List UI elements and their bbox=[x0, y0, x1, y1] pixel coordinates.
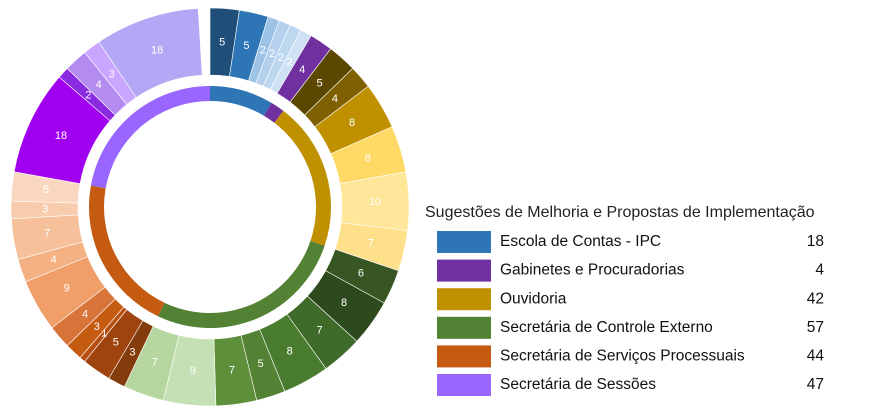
segment-label: 8 bbox=[341, 297, 347, 309]
segment-label: 8 bbox=[349, 117, 355, 129]
segment-label: 3 bbox=[42, 203, 48, 215]
legend-value: 18 bbox=[807, 233, 824, 250]
segment-label: 7 bbox=[368, 237, 374, 249]
legend-title: Sugestões de Melhoria e Propostas de Imp… bbox=[425, 204, 815, 221]
segment-label: 2 bbox=[260, 45, 266, 57]
segment-label: 18 bbox=[55, 130, 67, 142]
legend-swatch bbox=[437, 316, 491, 339]
segment-label: 1 bbox=[101, 327, 107, 339]
inner-segment bbox=[210, 86, 272, 116]
segment-label: 2 bbox=[287, 56, 293, 68]
legend-value: 57 bbox=[807, 319, 824, 336]
legend-label: Gabinetes e Procuradorias bbox=[500, 262, 685, 279]
segment-label: 5 bbox=[243, 40, 249, 52]
segment-label: 4 bbox=[332, 93, 338, 105]
legend-value: 4 bbox=[815, 262, 824, 279]
legend-label: Secretária de Sessões bbox=[500, 376, 656, 393]
segment-label: 10 bbox=[369, 196, 381, 208]
inner-segment bbox=[88, 185, 165, 317]
inner-segment bbox=[157, 240, 325, 328]
segment-label: 18 bbox=[151, 45, 163, 57]
outer-segment bbox=[98, 8, 203, 98]
segment-label: 8 bbox=[365, 153, 371, 165]
segment-label: 4 bbox=[96, 79, 102, 91]
segment-label: 8 bbox=[287, 345, 293, 357]
segment-label: 5 bbox=[43, 184, 49, 196]
segment-label: 2 bbox=[269, 48, 275, 60]
segment-label: 7 bbox=[152, 356, 158, 368]
legend-swatch bbox=[437, 345, 491, 368]
segment-label: 2 bbox=[85, 90, 91, 102]
legend-label: Secretária de Controle Externo bbox=[500, 319, 713, 336]
legend-label: Escola de Contas - IPC bbox=[500, 233, 661, 250]
inner-segment bbox=[263, 102, 284, 123]
segment-label: 5 bbox=[219, 36, 225, 48]
segment-label: 3 bbox=[129, 347, 135, 359]
segment-label: 5 bbox=[316, 78, 322, 90]
segment-label: 2 bbox=[278, 52, 284, 64]
legend-swatch bbox=[437, 374, 491, 396]
segment-label: 5 bbox=[257, 358, 263, 370]
legend-value: 44 bbox=[807, 347, 825, 364]
segment-label: 3 bbox=[94, 321, 100, 333]
segment-label: 7 bbox=[229, 364, 235, 376]
segment-label: 9 bbox=[190, 365, 196, 377]
inner-segment bbox=[90, 86, 210, 189]
segment-label: 4 bbox=[51, 254, 57, 266]
inner-segment bbox=[274, 110, 331, 246]
legend-label: Secretária de Serviços Processuais bbox=[500, 347, 745, 364]
legend-swatch bbox=[437, 288, 491, 311]
segment-label: 7 bbox=[316, 324, 322, 336]
legend-value: 42 bbox=[807, 290, 824, 307]
segment-label: 7 bbox=[44, 228, 50, 240]
legend-swatch bbox=[437, 259, 491, 282]
legend-label: Ouvidoria bbox=[500, 290, 567, 307]
legend-swatch bbox=[437, 231, 491, 253]
segment-label: 9 bbox=[64, 283, 70, 295]
segment-label: 5 bbox=[113, 336, 119, 348]
segment-label: 4 bbox=[299, 64, 305, 76]
segment-label: 6 bbox=[358, 267, 364, 279]
segment-label: 3 bbox=[109, 68, 115, 80]
segment-label: 4 bbox=[82, 309, 88, 321]
legend-value: 47 bbox=[807, 376, 824, 393]
